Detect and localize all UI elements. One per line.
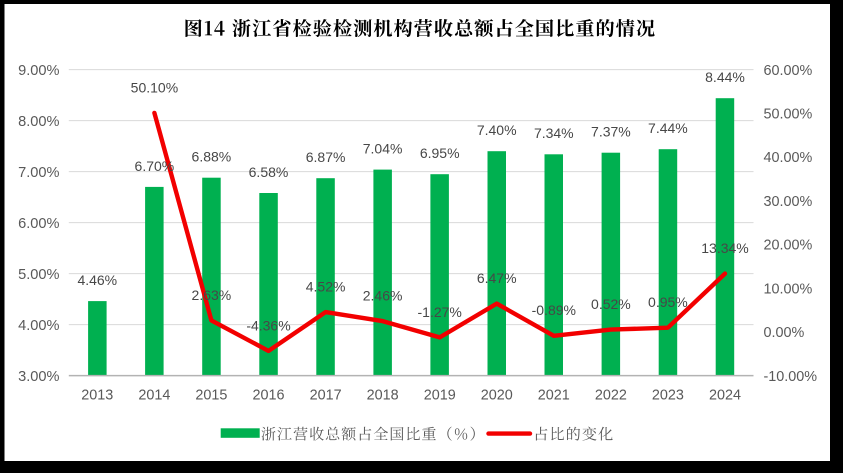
svg-text:-10.00%: -10.00% [764, 369, 818, 385]
svg-text:4.52%: 4.52% [306, 279, 346, 295]
svg-text:6.70%: 6.70% [135, 158, 175, 174]
svg-text:2014: 2014 [138, 388, 170, 404]
svg-text:13.34%: 13.34% [701, 240, 748, 256]
svg-text:9.00%: 9.00% [18, 63, 59, 79]
svg-text:5.00%: 5.00% [18, 267, 59, 283]
svg-text:7.00%: 7.00% [18, 165, 59, 181]
svg-text:2022: 2022 [595, 388, 627, 404]
svg-text:2019: 2019 [424, 388, 456, 404]
svg-text:60.00%: 60.00% [764, 63, 813, 79]
svg-text:-0.89%: -0.89% [532, 302, 576, 318]
svg-text:40.00%: 40.00% [764, 150, 813, 166]
svg-text:2023: 2023 [652, 388, 684, 404]
svg-text:20.00%: 20.00% [764, 238, 813, 254]
svg-text:3.00%: 3.00% [18, 369, 59, 385]
svg-text:8.44%: 8.44% [705, 69, 745, 85]
svg-text:2016: 2016 [252, 388, 284, 404]
svg-text:7.37%: 7.37% [591, 124, 631, 140]
svg-text:7.40%: 7.40% [477, 122, 517, 138]
svg-text:30.00%: 30.00% [764, 194, 813, 210]
svg-text:8.00%: 8.00% [18, 114, 59, 130]
svg-text:6.00%: 6.00% [18, 216, 59, 232]
svg-text:4.00%: 4.00% [18, 318, 59, 334]
svg-text:0.00%: 0.00% [764, 325, 805, 341]
svg-text:2021: 2021 [538, 388, 570, 404]
svg-text:0.95%: 0.95% [648, 294, 688, 310]
svg-text:2020: 2020 [481, 388, 513, 404]
svg-text:0.52%: 0.52% [591, 296, 631, 312]
svg-text:6.95%: 6.95% [420, 145, 460, 161]
svg-text:10.00%: 10.00% [764, 281, 813, 297]
svg-text:6.58%: 6.58% [249, 164, 289, 180]
svg-text:6.87%: 6.87% [306, 149, 346, 165]
svg-text:4.46%: 4.46% [77, 272, 117, 288]
svg-text:7.34%: 7.34% [534, 125, 574, 141]
svg-text:-1.27%: -1.27% [418, 304, 462, 320]
svg-text:7.44%: 7.44% [648, 120, 688, 136]
svg-text:2017: 2017 [310, 388, 342, 404]
svg-text:2024: 2024 [709, 388, 741, 404]
svg-text:2018: 2018 [367, 388, 399, 404]
svg-text:2.63%: 2.63% [192, 287, 232, 303]
svg-text:2013: 2013 [81, 388, 113, 404]
svg-text:50.10%: 50.10% [131, 79, 178, 95]
svg-text:7.04%: 7.04% [363, 141, 403, 157]
svg-text:50.00%: 50.00% [764, 107, 813, 123]
svg-text:6.47%: 6.47% [477, 270, 517, 286]
svg-text:6.88%: 6.88% [192, 149, 232, 165]
svg-text:-4.36%: -4.36% [246, 317, 290, 333]
svg-text:2015: 2015 [195, 388, 227, 404]
svg-text:2.46%: 2.46% [363, 288, 403, 304]
